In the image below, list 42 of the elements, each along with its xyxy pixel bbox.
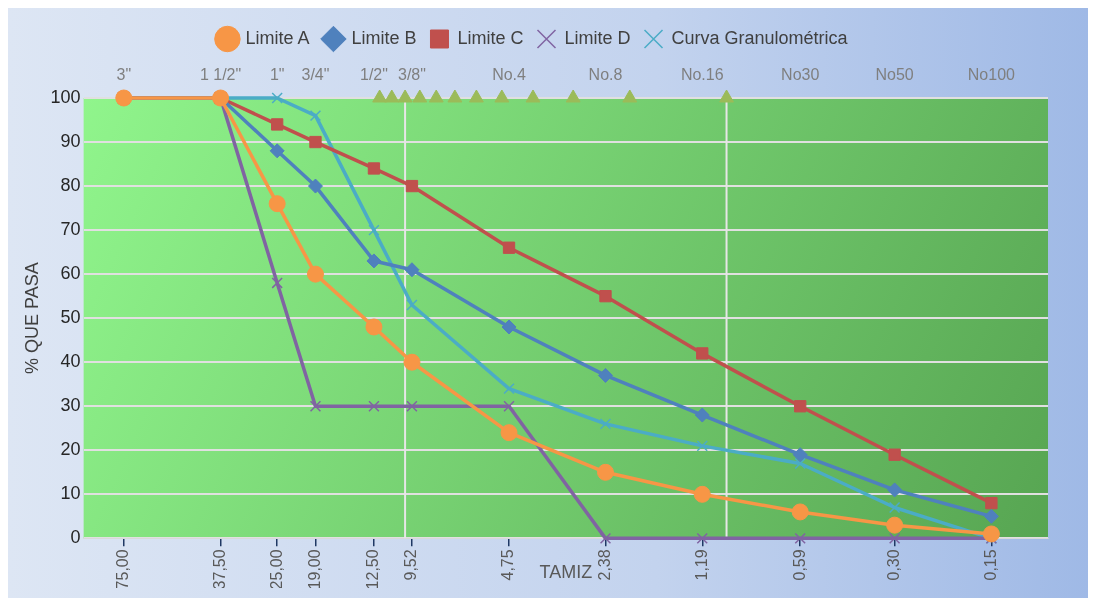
y-tick-label: 100: [50, 86, 81, 107]
y-axis-title: % QUE PASA: [21, 262, 42, 375]
x-tick-label: 25,00: [267, 549, 285, 590]
text: No30: [781, 66, 820, 84]
x-tick-label: 2,38: [595, 549, 613, 581]
text: No50: [875, 66, 914, 84]
x-tick-label: 37,50: [210, 549, 228, 590]
x-tick-label: 1,19: [692, 549, 710, 581]
x-tick-label: 19,00: [305, 549, 323, 590]
legend-label: Limite B: [351, 27, 417, 48]
x-tick-label: 0,15: [981, 549, 999, 581]
legend-label: Limite D: [564, 27, 631, 48]
y-tick-label: 10: [60, 483, 81, 504]
y-tick-label: 90: [60, 131, 81, 151]
y-tick-label: 70: [60, 219, 81, 240]
text: No.16: [680, 66, 724, 84]
y-tick-label: 60: [60, 263, 81, 284]
x-tick-label: 0,30: [885, 549, 903, 581]
legend-label: Limite A: [245, 27, 310, 48]
x-tick-label: 4,75: [499, 549, 517, 581]
text: 1": [269, 66, 285, 84]
x-tick-label: 9,52: [402, 549, 420, 581]
y-tick-label: 80: [60, 175, 81, 196]
legend-label: Curva Granulométrica: [671, 27, 849, 48]
text: No100: [967, 66, 1016, 84]
x-axis-title: TAMIZ: [539, 562, 593, 583]
text: No.4: [492, 66, 527, 84]
text: 1 1/2": [199, 66, 242, 84]
text: No.8: [588, 66, 623, 84]
y-tick-label: 30: [60, 395, 81, 416]
text: 3/4": [301, 66, 330, 84]
x-tick-label: 0,59: [790, 549, 808, 581]
x-tick-label: 12,50: [364, 549, 382, 590]
text: 3": [116, 66, 132, 84]
text: 1/2": [359, 66, 388, 84]
text: 3/8": [397, 66, 426, 84]
y-tick-label: 20: [60, 439, 81, 460]
y-tick-label: 40: [60, 351, 81, 372]
y-tick-label: 0: [70, 527, 81, 548]
legend-label: Limite C: [457, 27, 524, 48]
x-tick-label: 75,00: [114, 549, 132, 590]
y-tick-label: 50: [60, 307, 81, 328]
